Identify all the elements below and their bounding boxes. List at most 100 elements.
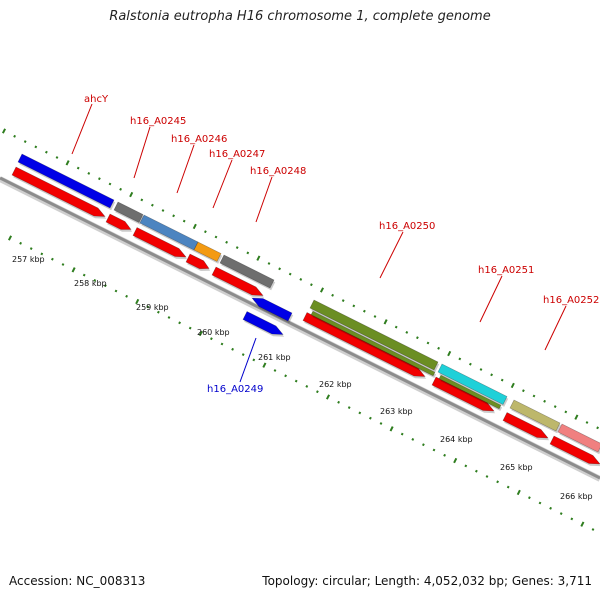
gene-leader-line: [239, 337, 257, 383]
lower-tick-mark: [549, 506, 552, 510]
lower-tick-mark: [400, 432, 404, 436]
upper-tick-mark: [172, 214, 175, 218]
lower-tick-mark: [51, 257, 54, 261]
h16-A0246-cds: [132, 227, 187, 258]
lower-tick-mark: [188, 326, 192, 330]
lower-tick-mark: [305, 384, 309, 388]
gene-leader-line: [176, 144, 195, 194]
upper-tick-mark: [510, 382, 515, 389]
upper-tick-mark: [458, 357, 462, 361]
lower-tick-mark: [580, 521, 585, 527]
h16-A0251-feature: [437, 363, 508, 405]
lower-tick-mark: [146, 305, 150, 309]
scale-tick-label: 261 kbp: [258, 353, 291, 362]
upper-tick-mark: [500, 378, 504, 382]
map-title: Ralstonia eutropha H16 chromosome 1, com…: [109, 9, 491, 24]
gene-leader-line: [479, 275, 503, 323]
gene-label: h16_A0252: [543, 295, 599, 306]
accession-info: Accession: NC_008313: [9, 574, 145, 588]
label-layer: 257 kbp 258 kbp 259 kbp 260 kbp 261 kbp 262 k…: [12, 94, 599, 501]
h16-A0250-cds: [302, 312, 426, 377]
upper-tick-mark: [34, 145, 38, 149]
ahcY-cds: [11, 166, 106, 217]
upper-tick-mark: [319, 287, 325, 293]
scale-tick-label: 263 kbp: [380, 407, 413, 416]
lower-tick-mark: [71, 267, 76, 273]
gene-leader-line: [71, 103, 93, 155]
lower-tick-mark: [443, 453, 446, 457]
upper-tick-mark: [490, 373, 493, 377]
h16-A0249-cds: [242, 311, 284, 335]
gene-label: h16_A0248: [250, 166, 306, 177]
topology-value: circular;: [322, 574, 371, 588]
upper-tick-mark: [447, 350, 452, 357]
upper-tick-mark: [76, 166, 80, 170]
upper-tick-mark: [23, 140, 27, 144]
gene-label: ahcY: [84, 94, 109, 105]
next-feature: [557, 423, 600, 453]
next-cds: [549, 435, 600, 465]
lower-tick-mark: [389, 426, 394, 432]
lower-tick-mark: [114, 289, 118, 293]
lower-tick-mark: [241, 353, 245, 357]
lower-tick-mark: [220, 342, 224, 346]
scale-tick-label: 257 kbp: [12, 255, 45, 264]
upper-tick-mark: [522, 389, 525, 393]
upper-tick-mark: [532, 394, 536, 398]
upper-tick-mark: [256, 255, 261, 261]
h16-A0250-feature: [309, 299, 439, 371]
upper-tick-mark: [373, 315, 377, 318]
lower-tick-mark: [294, 379, 298, 383]
upper-tick-mark: [108, 182, 112, 186]
upper-tick-mark: [192, 223, 197, 230]
upper-tick-mark: [13, 134, 16, 138]
feature-layer: [11, 153, 600, 467]
lower-tick-mark: [82, 273, 86, 277]
gene-leader-line: [212, 159, 233, 209]
tick-layer: [1, 128, 599, 531]
lower-tick-mark: [506, 485, 510, 489]
genes-value: 3,711: [557, 574, 592, 588]
scale-tick-label: 265 kbp: [500, 463, 533, 472]
lower-tick-mark: [496, 480, 499, 484]
upper-tick-mark: [225, 240, 228, 244]
accession-value: NC_008313: [76, 574, 146, 588]
upper-tick-mark: [469, 362, 472, 366]
gene-leader-line: [133, 126, 151, 179]
lower-tick-mark: [93, 278, 97, 282]
genes-label: Genes:: [511, 574, 554, 588]
lower-tick-mark: [61, 263, 65, 266]
upper-tick-mark: [235, 246, 239, 250]
upper-tick-mark: [129, 191, 134, 198]
upper-tick-mark: [204, 230, 207, 234]
upper-tick-mark: [405, 330, 409, 334]
scale-tick-label: 260 kbp: [197, 328, 230, 337]
lower-tick-mark: [591, 528, 595, 531]
upper-tick-mark: [278, 267, 281, 271]
lower-tick-mark: [210, 337, 213, 341]
upper-tick-mark: [45, 150, 48, 154]
upper-tick-mark: [331, 293, 334, 297]
lower-tick-mark: [284, 374, 287, 378]
lower-tick-mark: [411, 437, 415, 441]
h16-A0252-feature: [509, 399, 561, 432]
gene-leader-line: [544, 305, 567, 351]
upper-tick-mark: [564, 410, 568, 414]
gene-leader-line: [379, 231, 404, 279]
gene-label: h16_A0247: [209, 149, 265, 160]
lower-tick-mark: [453, 457, 458, 464]
lower-tick-mark: [262, 362, 267, 368]
lower-tick-mark: [178, 321, 181, 325]
h16-A0247-feature: [193, 241, 222, 262]
upper-tick-mark: [140, 198, 144, 202]
lower-tick-mark: [40, 252, 44, 256]
upper-tick-mark: [352, 304, 356, 308]
lower-tick-mark: [29, 247, 33, 251]
lower-tick-mark: [104, 284, 107, 288]
upper-tick-mark: [87, 171, 91, 175]
h16-A0245-feature: [113, 201, 144, 223]
lower-tick-mark: [347, 406, 351, 410]
upper-tick-mark: [151, 203, 154, 207]
lower-tick-mark: [167, 316, 171, 319]
upper-tick-mark: [363, 309, 366, 313]
